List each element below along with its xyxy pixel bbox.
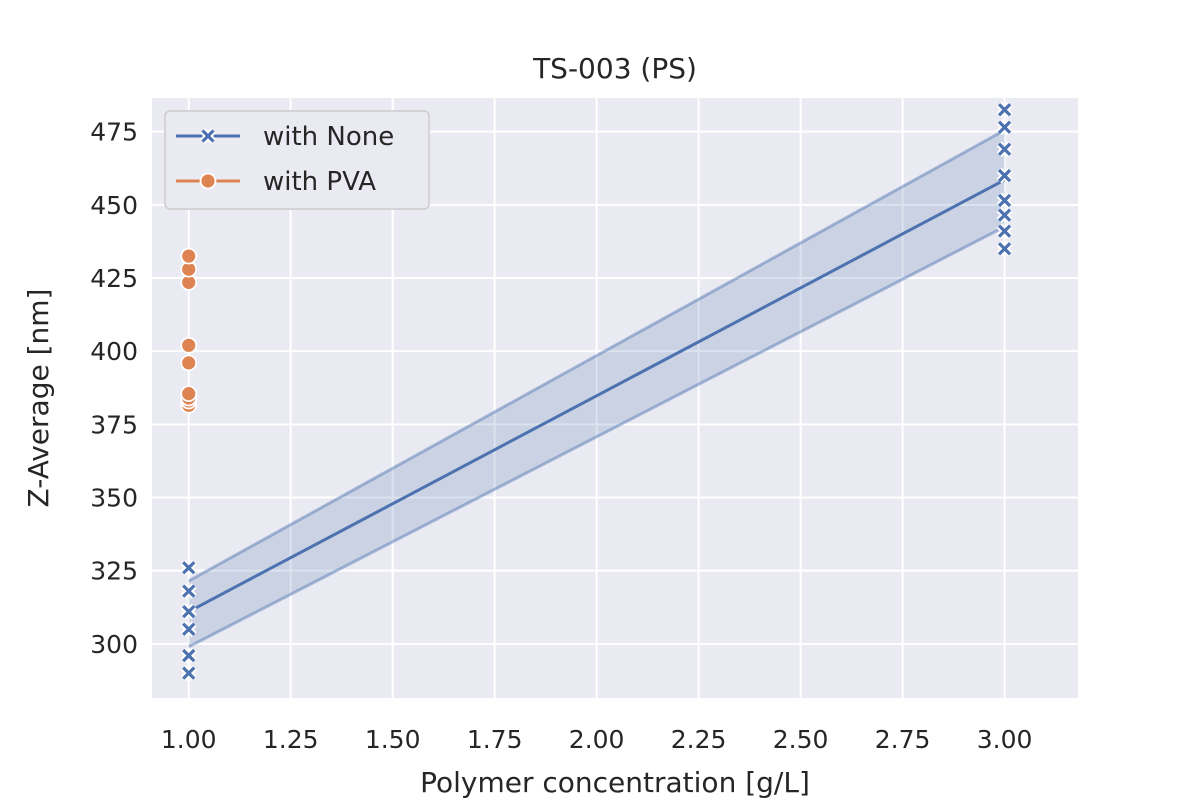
x-tick-label: 3.00 <box>977 725 1033 754</box>
x-tick-label: 1.00 <box>161 725 217 754</box>
y-axis-label: Z-Average [nm] <box>22 289 55 508</box>
legend-marker <box>200 128 216 144</box>
data-point <box>180 603 197 620</box>
series-line <box>188 178 1006 613</box>
legend-label: with None <box>263 122 394 152</box>
data-point <box>180 665 197 682</box>
confidence-band-layer <box>187 128 1006 649</box>
marker-cross <box>997 242 1012 256</box>
data-point <box>996 141 1013 158</box>
legend-label: with PVA <box>263 167 376 197</box>
y-tick-label: 350 <box>90 484 138 513</box>
y-tick-labels: 300 325 350 375 400 425 450 475 <box>90 118 138 659</box>
data-point <box>180 354 198 372</box>
marker-cross <box>997 168 1012 183</box>
y-tick-label: 325 <box>90 557 138 586</box>
marker-cross <box>997 103 1012 117</box>
y-tick-label: 375 <box>90 410 138 439</box>
marker-cross <box>182 622 196 636</box>
data-point <box>180 385 198 403</box>
x-tick-label: 2.00 <box>569 725 625 754</box>
data-point-layer <box>180 101 1013 682</box>
data-point <box>996 223 1013 240</box>
legend-marker <box>199 172 217 190</box>
marker-cross <box>997 120 1012 134</box>
y-tick-label: 425 <box>90 264 138 293</box>
legend-items: with None with PVA <box>176 122 394 197</box>
x-tick-label: 2.25 <box>671 725 727 754</box>
legend-item: with PVA <box>176 167 376 197</box>
band-upper-edge <box>187 128 1006 583</box>
x-tick-labels: 1.00 1.25 1.50 1.75 2.00 2.25 2.50 2.75 3.00 <box>161 725 1033 754</box>
x-tick-label: 1.50 <box>365 725 421 754</box>
data-point <box>180 583 197 600</box>
data-point <box>996 119 1013 136</box>
marker-cross <box>182 605 196 619</box>
legend: with None with PVA <box>164 110 430 210</box>
confidence-band <box>188 130 1005 647</box>
marker-cross <box>182 666 196 680</box>
chart-title: TS-003 (PS) <box>532 52 697 85</box>
data-point <box>180 247 198 265</box>
marker-cross <box>997 193 1012 208</box>
x-tick-label: 2.50 <box>773 725 829 754</box>
data-point <box>996 207 1013 224</box>
marker-cross <box>997 224 1012 238</box>
x-tick-label: 1.25 <box>263 725 319 754</box>
data-point <box>996 101 1013 118</box>
x-tick-label: 1.75 <box>467 725 523 754</box>
y-tick-label: 475 <box>90 118 138 147</box>
y-tick-label: 400 <box>90 337 138 366</box>
data-point <box>996 167 1013 184</box>
series-line-layer <box>188 178 1006 613</box>
x-axis-label: Polymer concentration [g/L] <box>420 766 810 799</box>
data-point <box>180 621 197 638</box>
band-lower-edge <box>188 225 1006 649</box>
legend-item: with None <box>176 122 394 152</box>
data-point <box>996 192 1013 209</box>
marker-cross <box>182 561 196 575</box>
marker-cross <box>182 584 196 598</box>
data-point <box>180 336 198 354</box>
marker-cross <box>997 208 1012 222</box>
marker-cross <box>182 648 196 663</box>
marker-cross <box>997 142 1012 156</box>
marker-cross <box>201 129 215 143</box>
y-tick-label: 450 <box>90 191 138 220</box>
data-point <box>180 559 197 576</box>
data-point <box>996 240 1013 257</box>
x-tick-label: 2.75 <box>875 725 931 754</box>
data-point <box>180 647 197 664</box>
y-tick-label: 300 <box>90 630 138 659</box>
